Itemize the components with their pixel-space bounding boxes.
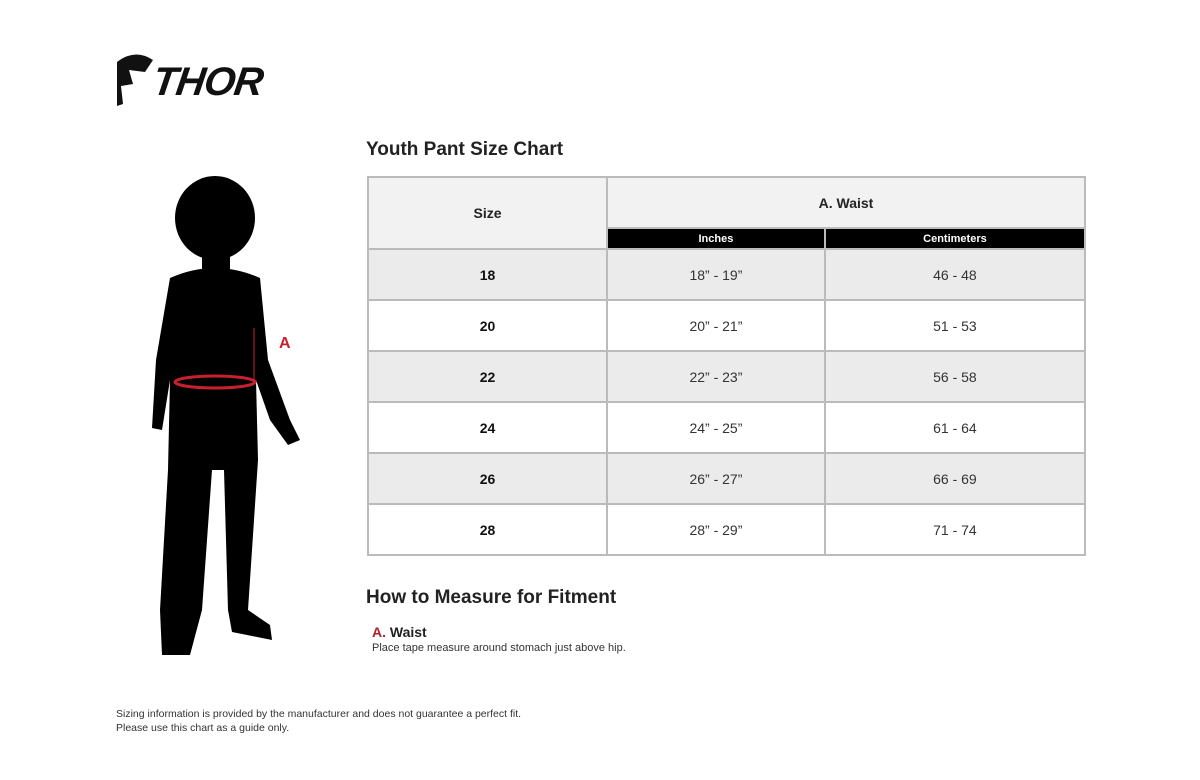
thor-logo: THOR (115, 50, 290, 108)
child-silhouette: A (152, 176, 300, 655)
cm-header: Centimeters (823, 227, 1087, 250)
size-cell: 26 (367, 452, 608, 505)
size-cell: 18 (367, 248, 608, 301)
inches-cell: 22” - 23” (606, 350, 826, 403)
table-row: 26 26” - 27” 66 - 69 (367, 452, 1087, 505)
table-row: 20 20” - 21” 51 - 53 (367, 299, 1087, 352)
cm-cell: 61 - 64 (823, 401, 1087, 454)
table-row: 24 24” - 25” 61 - 64 (367, 401, 1087, 454)
cm-cell: 71 - 74 (823, 503, 1087, 556)
cm-cell: 56 - 58 (823, 350, 1087, 403)
disclaimer: Sizing information is provided by the ma… (116, 707, 521, 735)
inches-cell: 26” - 27” (606, 452, 826, 505)
table-row: 18 18” - 19” 46 - 48 (367, 248, 1087, 301)
size-table: Size A. Waist Inches Centimeters 18 18” -… (367, 176, 1087, 556)
measure-item-title: A. Waist (372, 624, 427, 640)
size-cell: 20 (367, 299, 608, 352)
page-title: Youth Pant Size Chart (366, 139, 564, 160)
inches-cell: 18” - 19” (606, 248, 826, 301)
inches-cell: 20” - 21” (606, 299, 826, 352)
measure-name: Waist (389, 624, 427, 640)
measure-description: Place tape measure around stomach just a… (372, 642, 626, 654)
helmet-icon (117, 54, 153, 106)
inches-cell: 28” - 29” (606, 503, 826, 556)
size-cell: 24 (367, 401, 608, 454)
disclaimer-line: Sizing information is provided by the ma… (116, 708, 522, 720)
size-cell: 28 (367, 503, 608, 556)
waist-header: A. Waist (606, 176, 1086, 229)
measure-letter: A. (372, 624, 386, 640)
disclaimer-line: Please use this chart as a guide only. (116, 722, 290, 734)
cm-cell: 46 - 48 (823, 248, 1087, 301)
cm-cell: 51 - 53 (823, 299, 1087, 352)
inches-cell: 24” - 25” (606, 401, 826, 454)
size-cell: 22 (367, 350, 608, 403)
measure-label-a: A (279, 335, 291, 352)
table-row: 28 28” - 29” 71 - 74 (367, 503, 1087, 556)
how-to-measure-title: How to Measure for Fitment (366, 587, 617, 608)
size-header: Size (367, 176, 608, 250)
table-row: 22 22” - 23” 56 - 58 (367, 350, 1087, 403)
inches-header: Inches (606, 227, 826, 250)
cm-cell: 66 - 69 (823, 452, 1087, 505)
